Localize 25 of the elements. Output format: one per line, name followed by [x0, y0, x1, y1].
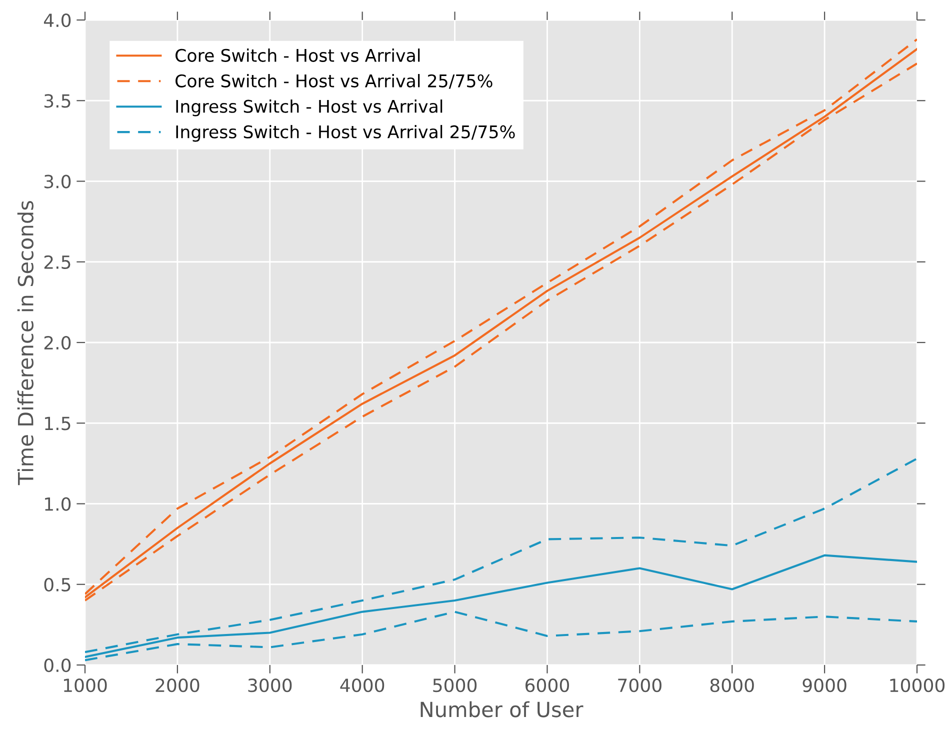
x-tick-label: 10000 [890, 678, 945, 692]
legend-label: Core Switch - Host vs Arrival [176, 48, 420, 62]
x-tick-label: 6000 [526, 678, 569, 692]
x-tick-label: 7000 [618, 678, 662, 692]
y-tick-label: 3.0 [44, 174, 71, 188]
x-tick-label: 1000 [64, 678, 107, 692]
x-tick-label: 2000 [156, 678, 200, 692]
y-tick-label: 3.5 [44, 94, 70, 108]
y-tick-label: 2.0 [44, 336, 71, 350]
x-tick-label: 5000 [433, 678, 477, 692]
y-tick-label: 2.5 [44, 255, 70, 269]
y-tick-label: 0.0 [44, 658, 71, 672]
x-tick-label: 4000 [340, 678, 384, 692]
legend-label: Ingress Switch - Host vs Arrival [176, 99, 442, 116]
legend-label: Core Switch - Host vs Arrival 25/75% [176, 74, 492, 89]
y-tick-label: 1.5 [45, 416, 70, 430]
x-tick-label: 9000 [802, 678, 846, 692]
x-tick-label: 8000 [710, 678, 754, 692]
x-tick-label: 3000 [248, 678, 292, 692]
y-tick-label: 0.5 [44, 578, 70, 592]
y-tick-label: 1.0 [45, 497, 71, 511]
x-axis-title: Number of User [420, 701, 584, 718]
y-axis-title: Time Difference in Seconds [17, 200, 34, 486]
y-tick-label: 4.0 [44, 13, 71, 28]
legend-label: Ingress Switch - Host vs Arrival 25/75% [176, 124, 515, 142]
